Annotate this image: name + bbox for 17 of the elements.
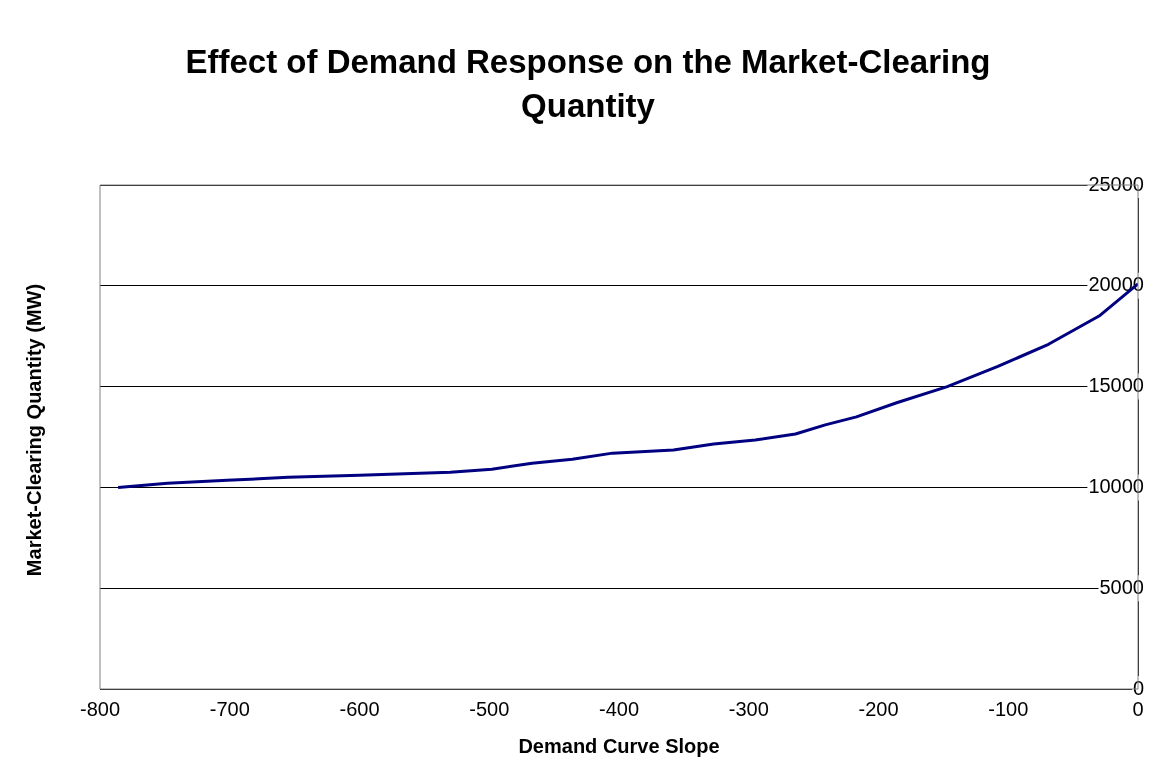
- x-tick-label: -200: [858, 697, 899, 720]
- x-axis-title: Demand Curve Slope: [518, 734, 720, 757]
- y-tick-label: 25000: [1088, 172, 1144, 195]
- y-tick-label: 5000: [1099, 575, 1144, 598]
- y-axis-title: Market-Clearing Quantity (MW): [22, 283, 46, 577]
- y-tick-label: 20000: [1088, 273, 1144, 296]
- y-tick-label: 0: [1132, 676, 1144, 699]
- x-tick-label: -800: [79, 697, 121, 720]
- chart-title: Effect of Demand Response on the Market-Clearing Quantity: [184, 42, 992, 126]
- x-tick-label: -400: [598, 697, 640, 720]
- x-tick-label: -500: [469, 697, 510, 720]
- x-tick-label: -300: [728, 697, 769, 720]
- y-tick-label: 15000: [1088, 374, 1144, 397]
- y-tick-label: 10000: [1088, 474, 1144, 497]
- x-tick-label: -600: [339, 697, 380, 720]
- x-tick-label: -100: [988, 697, 1029, 720]
- x-tick-label: -700: [209, 697, 250, 720]
